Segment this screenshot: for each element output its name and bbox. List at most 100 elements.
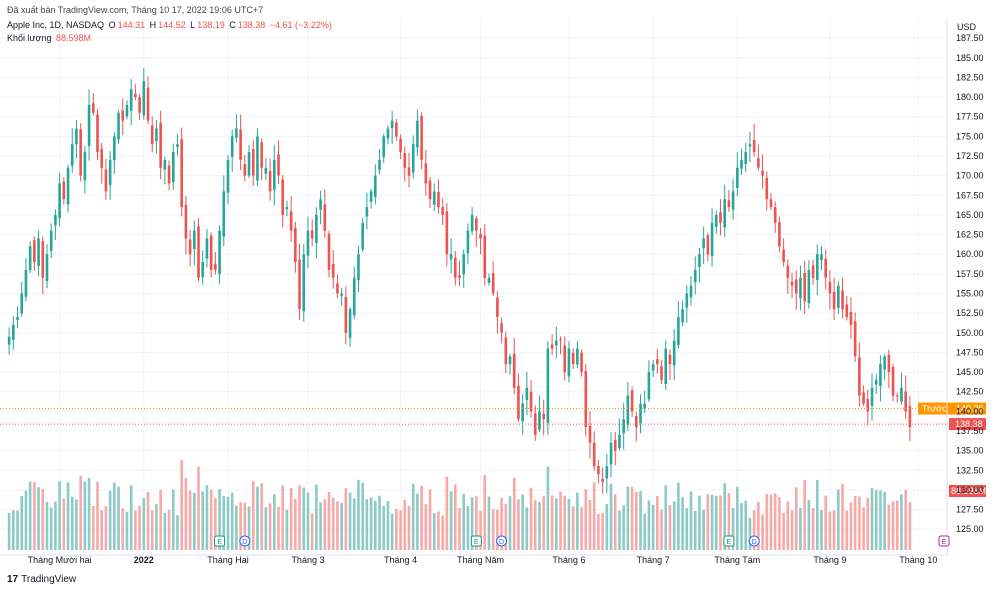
- volume-bar: [239, 502, 242, 550]
- y-tick-label: 185.00: [956, 53, 984, 63]
- volume-bar: [58, 481, 61, 550]
- volume-bar: [853, 495, 857, 550]
- candle-body: [651, 364, 655, 371]
- volume-bar: [706, 494, 710, 550]
- volume-bar: [66, 482, 70, 550]
- candle-body: [525, 387, 529, 401]
- candle-body: [441, 207, 444, 215]
- volume-bar: [656, 496, 659, 550]
- volume-bar: [352, 498, 356, 550]
- candle-body: [592, 442, 596, 467]
- volume-bar: [567, 498, 571, 550]
- candle-body: [7, 336, 11, 345]
- volume-bar: [268, 503, 272, 550]
- volume-bar: [226, 496, 230, 550]
- volume-bar: [504, 503, 508, 550]
- volume-bar: [449, 491, 453, 550]
- volume-bar: [908, 502, 912, 550]
- y-tick-label: 140.00: [956, 406, 984, 416]
- volume-bar: [508, 496, 512, 550]
- volume-bar: [281, 485, 285, 550]
- volume-bar: [521, 494, 524, 550]
- volume-bar: [630, 486, 634, 550]
- candle-body: [268, 171, 272, 192]
- volume-bar: [487, 496, 491, 550]
- low-label: L: [190, 20, 196, 30]
- volume-bar: [794, 487, 798, 550]
- candle-body: [773, 207, 777, 223]
- candle-body: [416, 120, 419, 148]
- candle-body: [887, 354, 891, 373]
- candle-body: [769, 199, 773, 208]
- volume-bar: [70, 496, 74, 550]
- candle-body: [588, 425, 592, 443]
- open-value: 144.31: [117, 20, 146, 30]
- volume-bar: [512, 478, 516, 550]
- price-axis[interactable]: USD125.00127.50130.00132.50135.00137.501…: [946, 18, 984, 555]
- volume-bar: [437, 511, 440, 550]
- candle-body: [348, 309, 352, 338]
- volume-bar: [849, 502, 853, 550]
- candle-body: [222, 191, 226, 237]
- candle-body: [580, 352, 583, 373]
- candle-body: [685, 293, 689, 308]
- candle-body: [424, 163, 428, 184]
- candle-body: [285, 207, 289, 210]
- candle-body: [281, 179, 285, 215]
- candle-body: [264, 167, 268, 174]
- x-tick-label: Tháng Tám: [714, 555, 760, 565]
- candle-body: [883, 356, 886, 370]
- candle-body: [491, 273, 495, 294]
- last-price-value: 138.38: [955, 419, 983, 429]
- candle-body: [677, 317, 680, 346]
- candle-body: [226, 159, 230, 193]
- candle-body: [294, 228, 297, 263]
- volume-bar: [824, 495, 828, 550]
- candle-body: [205, 238, 209, 259]
- candle-body: [601, 478, 604, 483]
- volume-bar: [491, 509, 495, 550]
- candle-body: [310, 230, 314, 239]
- volume-bar: [222, 495, 226, 550]
- candle-body: [340, 293, 343, 296]
- candle-body: [125, 104, 129, 117]
- time-axis[interactable]: Tháng Mười hai 2022 Tháng Hai Tháng 3 Tháng …: [0, 554, 947, 565]
- volume-bar: [247, 506, 251, 550]
- candle-body: [656, 359, 659, 365]
- volume-bar: [811, 508, 815, 550]
- volume-bar: [685, 508, 689, 550]
- volume-bar: [285, 509, 289, 550]
- candle-body: [740, 159, 743, 169]
- candle-body: [54, 214, 57, 226]
- volume-bar: [315, 484, 318, 550]
- candle-body: [445, 211, 449, 255]
- candle-body: [778, 222, 781, 247]
- volume-bar: [251, 481, 255, 550]
- candle-body: [584, 370, 588, 428]
- volume-bar: [470, 497, 474, 550]
- candle-body: [858, 357, 861, 396]
- candle-body: [96, 114, 99, 153]
- volume-bar: [306, 492, 310, 550]
- tradingview-logo[interactable]: 17 TradingView: [7, 574, 76, 585]
- candle-body: [428, 180, 432, 200]
- candle-body: [117, 112, 120, 140]
- volume-bar: [693, 510, 697, 550]
- candle-body: [374, 175, 377, 197]
- y-tick-label: 152.50: [956, 308, 984, 318]
- y-tick-label: 167.50: [956, 190, 984, 200]
- volume-bar: [584, 489, 588, 550]
- volume-value: 88.598M: [55, 33, 91, 43]
- volume-bar: [197, 466, 200, 550]
- y-tick-label: 130.00: [956, 485, 984, 495]
- candle-body: [218, 230, 221, 275]
- volume-bar: [45, 501, 49, 550]
- volume-bar: [529, 487, 533, 550]
- volume-bar: [344, 488, 348, 550]
- candle-body: [744, 152, 748, 165]
- candle-body: [243, 164, 247, 176]
- volume-bar: [832, 510, 836, 550]
- volume-bar: [129, 485, 133, 550]
- y-tick-label: 182.50: [956, 72, 984, 82]
